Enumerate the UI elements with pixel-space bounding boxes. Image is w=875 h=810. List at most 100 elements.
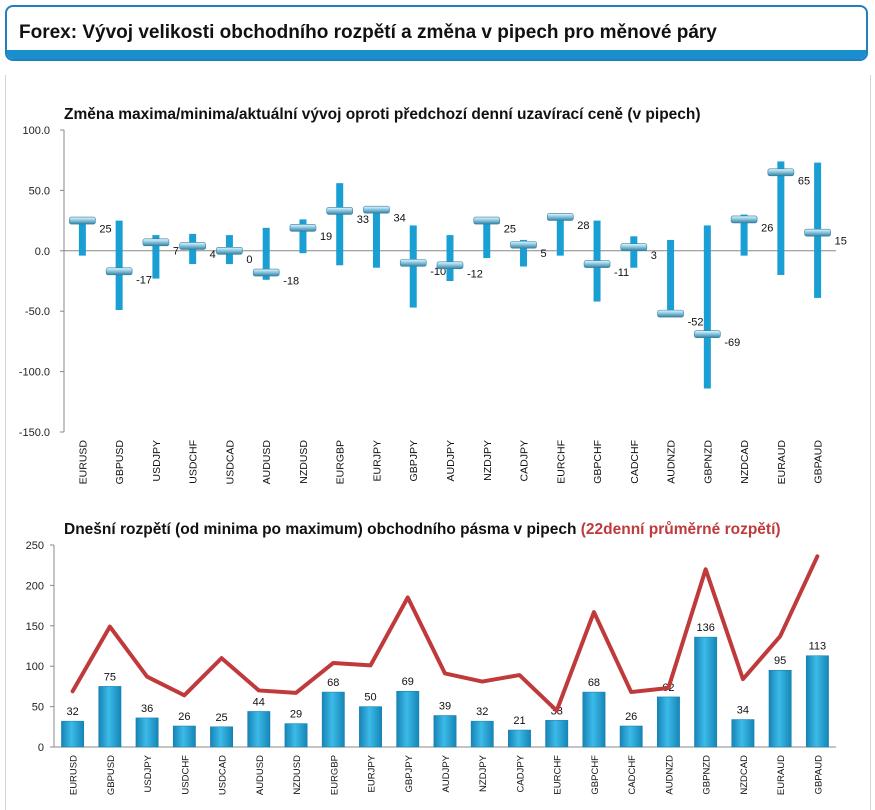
chart2-x-tick-label: EURCHF <box>553 755 564 795</box>
chart2-x-tick-label: NZDJPY <box>478 754 489 792</box>
chart2-x-tick-label: CADCHF <box>627 755 638 795</box>
current-marker <box>142 238 170 247</box>
range-bar <box>321 691 345 748</box>
bar-value-label: 21 <box>513 715 525 727</box>
current-marker <box>436 261 464 270</box>
chart2-title-highlight: (22denní průměrné rozpětí) <box>580 521 781 538</box>
current-marker <box>216 247 243 255</box>
chart2-x-tick-label: GBPAUD <box>813 755 824 795</box>
range-bar <box>433 715 457 748</box>
current-value-label: -11 <box>614 267 629 279</box>
page-title: Forex: Vývoj velikosti obchodního rozpět… <box>19 22 717 43</box>
current-value-label: -52 <box>688 317 704 329</box>
current-value-label: 28 <box>577 220 589 232</box>
current-value-label: 4 <box>210 249 216 261</box>
range-bar <box>582 691 606 748</box>
chart1-y-tick-label: 100.0 <box>22 125 50 137</box>
range-bar <box>630 236 638 268</box>
bar-value-label: 113 <box>809 641 827 653</box>
range-bar <box>619 725 643 748</box>
range-bar <box>152 235 160 279</box>
current-value-label: 34 <box>393 213 405 225</box>
range-bar <box>359 706 382 748</box>
range-bar <box>78 216 86 256</box>
chart1-y-tick-label: 50.0 <box>29 185 50 197</box>
chart1-y-tick-label: -50.0 <box>25 306 50 318</box>
chart2-x-tick-label: EURGBP <box>329 755 340 795</box>
range-bar <box>520 239 528 267</box>
chart1-x-tick-label: GBPCHF <box>592 440 604 484</box>
range-bar <box>508 729 531 748</box>
chart1-y-tick-label: -150.0 <box>19 427 50 439</box>
current-marker <box>105 267 133 276</box>
range-bar <box>372 207 380 268</box>
chart1-x-tick-label: USDCAD <box>224 440 236 485</box>
range-bar <box>556 213 564 256</box>
chart1-x-tick-label: USDJPY <box>151 440 163 481</box>
chart2-x-tick-label: AUDNZD <box>664 755 675 795</box>
current-value-label: 25 <box>99 224 111 236</box>
current-marker <box>399 259 427 267</box>
chart2-x-tick-label: EURJPY <box>367 754 378 792</box>
chart1-x-tick-label: EURUSD <box>77 440 89 485</box>
chart1-title: Změna maxima/minima/aktuální vývoj oprot… <box>64 106 701 123</box>
range-bar <box>694 636 718 748</box>
bar-value-label: 50 <box>364 692 376 704</box>
current-marker <box>473 216 501 225</box>
chart2-y-tick-label: 250 <box>26 540 44 552</box>
range-bar <box>135 717 159 748</box>
header-accent-bar <box>7 50 866 59</box>
range-bar <box>470 720 494 748</box>
range-bar <box>172 725 196 748</box>
bar-value-label: 95 <box>774 655 786 667</box>
chart1-x-tick-label: NZDCAD <box>739 440 751 484</box>
page-header: Forex: Vývoj velikosti obchodního rozpět… <box>5 5 868 61</box>
current-marker <box>69 216 96 225</box>
chart2-x-tick-label: EURUSD <box>69 755 80 795</box>
range-bar <box>284 723 308 748</box>
current-value-label: 5 <box>541 248 547 260</box>
current-value-label: 15 <box>835 236 847 248</box>
current-value-label: -12 <box>467 268 483 280</box>
chart2-y-tick-label: 50 <box>32 702 44 714</box>
chart2-x-tick-label: CADJPY <box>515 754 526 792</box>
chart2-y-tick-label: 200 <box>26 580 44 592</box>
current-marker <box>363 205 390 214</box>
bar-value-label: 29 <box>290 709 302 721</box>
current-value-label: 19 <box>320 231 332 243</box>
range-bar <box>777 161 785 275</box>
current-value-label: 65 <box>798 175 810 187</box>
chart2-x-tick-label: NZDCAD <box>739 755 750 795</box>
chart1-x-tick-label: GBPNZD <box>702 440 714 484</box>
chart2-x-tick-label: AUDJPY <box>441 754 452 792</box>
chart2-x-tick-label: GBPJPY <box>404 754 415 792</box>
current-value-label: 3 <box>651 250 657 262</box>
bar-value-label: 68 <box>327 677 339 689</box>
range-bar <box>740 214 748 256</box>
current-marker <box>767 168 795 177</box>
chart1-y-tick-label: 0.0 <box>35 246 50 258</box>
chart2-x-tick-label: GBPUSD <box>106 755 117 795</box>
chart2-y-tick-label: 0 <box>38 742 44 754</box>
range-bar <box>657 696 680 748</box>
bar-value-label: 26 <box>625 711 637 723</box>
bar-value-label: 39 <box>439 700 451 712</box>
range-bar <box>396 690 420 748</box>
chart2-x-tick-label: USDJPY <box>143 754 154 792</box>
chart2-x-tick-label: EURAUD <box>776 755 787 795</box>
current-marker <box>730 215 758 224</box>
chart1-x-tick-label: EURCHF <box>555 440 567 484</box>
bar-value-label: 36 <box>141 703 153 715</box>
current-marker <box>326 207 354 215</box>
current-marker <box>546 213 574 221</box>
chart2-y-tick-label: 150 <box>26 621 44 633</box>
range-bar <box>262 227 270 280</box>
range-bar <box>299 219 307 254</box>
chart1-x-tick-label: EURJPY <box>371 440 383 481</box>
current-value-label: 25 <box>504 224 516 236</box>
chart2-x-tick-label: NZDUSD <box>292 755 303 795</box>
chart1-x-tick-label: CADJPY <box>519 440 531 481</box>
range-bar <box>247 711 271 748</box>
range-bar <box>98 686 122 748</box>
